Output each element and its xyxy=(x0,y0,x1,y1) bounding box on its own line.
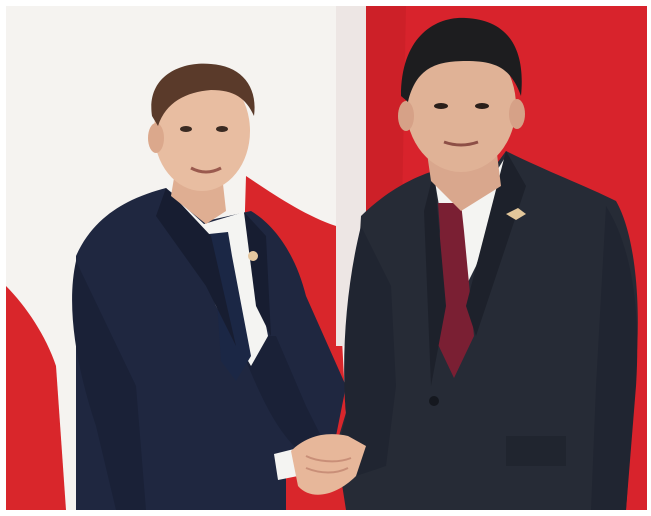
photo-scene xyxy=(6,6,647,510)
right-mouth xyxy=(443,140,479,147)
suit-button xyxy=(429,396,439,406)
right-lapel xyxy=(244,212,271,336)
right-side-arm xyxy=(591,206,638,510)
person-right xyxy=(336,17,638,510)
left-eye-2 xyxy=(216,126,228,132)
left-eye xyxy=(180,126,192,132)
finger-line-2 xyxy=(305,467,349,474)
left-tie xyxy=(209,232,251,381)
right-ear-2 xyxy=(509,99,525,129)
left-suit xyxy=(76,188,346,510)
left-ear xyxy=(148,123,164,153)
right-face xyxy=(406,40,516,172)
lapel-pin-2 xyxy=(506,208,526,220)
clasped-hands xyxy=(291,434,366,495)
suit-pocket xyxy=(506,436,566,466)
finger-line xyxy=(305,455,352,463)
handshake xyxy=(291,434,366,495)
left-mouth xyxy=(190,166,222,174)
handshake-photo xyxy=(6,6,647,510)
left-lapel xyxy=(156,188,236,346)
right-suit xyxy=(336,151,638,510)
right-hair xyxy=(401,17,522,102)
left-hair xyxy=(151,63,255,126)
right-sleeve xyxy=(336,226,396,476)
right-lapel-right xyxy=(466,151,526,336)
left-arm xyxy=(72,261,146,510)
right-eye xyxy=(434,103,448,109)
right-lapel-left xyxy=(424,171,446,386)
left-face xyxy=(154,71,250,191)
right-tie xyxy=(434,203,474,378)
right-ear xyxy=(398,101,414,131)
lapel-pin xyxy=(248,251,258,261)
left-right-arm xyxy=(236,336,326,456)
flag-red-stripe-left xyxy=(6,286,66,510)
right-eye-2 xyxy=(475,103,489,109)
